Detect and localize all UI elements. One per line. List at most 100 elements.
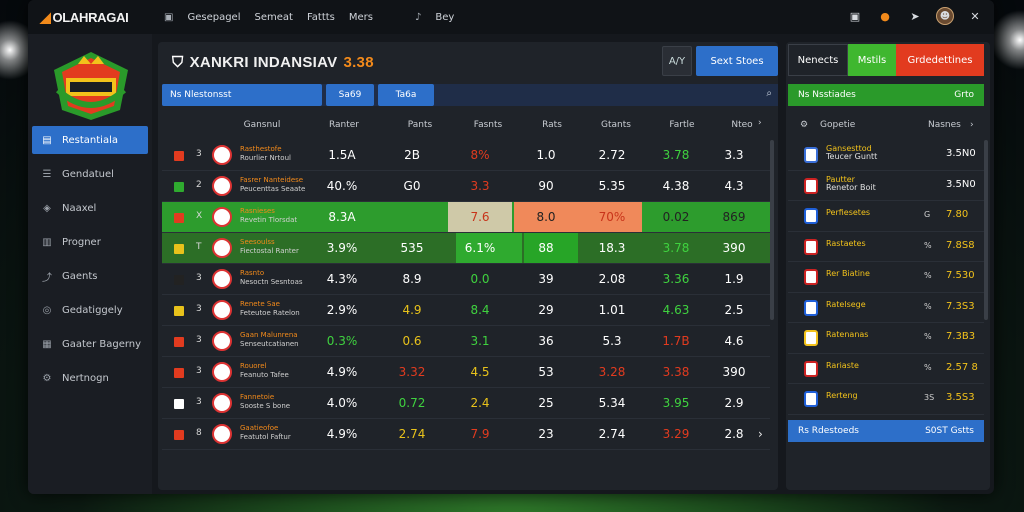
side-footer-bar[interactable]: Rs Rdestoeds S0ST Gstts: [788, 420, 984, 442]
chevron-right-icon[interactable]: ›: [758, 427, 763, 441]
app-logo[interactable]: ◢ OLAHRAGAI: [28, 9, 156, 26]
bell-icon[interactable]: ♪: [414, 11, 422, 23]
table-row[interactable]: 3 Gaan Malunrena Senseutcatianen 0.3% 0.6 3.1…: [162, 326, 770, 357]
odds-cell[interactable]: 3.32: [398, 365, 426, 379]
odds-cell[interactable]: 1.01: [598, 303, 626, 317]
odds-cell[interactable]: 2.08: [598, 272, 626, 286]
side-row[interactable]: Rastaetes % 7.8S8: [788, 232, 984, 262]
side-odds[interactable]: 3.5S3: [946, 392, 975, 403]
screen-icon[interactable]: ▣: [849, 9, 861, 23]
odds-cell[interactable]: 2.5: [724, 303, 744, 317]
sidebar-item-8[interactable]: ⚙ Nertnogn: [32, 364, 148, 392]
odds-cell[interactable]: 3.28: [598, 365, 626, 379]
odds-cell[interactable]: 0.6: [402, 334, 422, 348]
side-scrollbar[interactable]: [984, 140, 988, 320]
grid-icon[interactable]: ▣: [164, 11, 174, 23]
odds-cell[interactable]: 2.74: [398, 427, 426, 441]
odds-cell[interactable]: 3.1: [470, 334, 490, 348]
odds-cell[interactable]: 4.9%: [326, 427, 358, 441]
side-row[interactable]: Gansesttod Teucer Guntt 3.5N0: [788, 140, 984, 171]
side-odds[interactable]: 7.80: [946, 209, 969, 220]
odds-cell[interactable]: 3.3: [724, 148, 744, 162]
odds-cell[interactable]: 4.3: [724, 179, 744, 193]
odds-cell[interactable]: 2.8: [724, 427, 744, 441]
side-row[interactable]: Ratelsege % 7.3S3: [788, 293, 984, 323]
odds-cell[interactable]: 0.02: [662, 210, 690, 224]
column-header[interactable]: Rats: [542, 120, 562, 130]
column-header[interactable]: Fasnts: [473, 120, 503, 130]
odds-cell[interactable]: 3.3: [470, 179, 490, 193]
side-row[interactable]: Pautter Renetor Boit 3.5N0: [788, 171, 984, 201]
odds-cell[interactable]: 1.9: [724, 272, 744, 286]
side-row[interactable]: Rariaste % 2.57 8: [788, 354, 984, 384]
side-odds[interactable]: 3.5N0: [946, 148, 976, 159]
avatar[interactable]: ☻: [936, 7, 954, 25]
filter-chip[interactable]: Sa69: [326, 84, 374, 106]
odds-cell[interactable]: 7.6: [470, 210, 490, 224]
table-row[interactable]: 8 Gaatieofoe Featutol Faftur 4.9% 2.74 7.9 23 2…: [162, 419, 770, 450]
odds-cell[interactable]: 2.4: [470, 396, 490, 410]
odds-cell[interactable]: 4.5: [470, 365, 490, 379]
odds-cell[interactable]: 6.1%: [464, 241, 496, 255]
table-row[interactable]: X Rasnieses Revetin Tlorsdat 8.3A 7.6 8.0 70% 0…: [162, 202, 770, 233]
ball-icon[interactable]: ●: [880, 9, 890, 23]
odds-cell[interactable]: 8%: [470, 148, 490, 162]
column-header[interactable]: Fartle: [669, 120, 695, 130]
odds-cell[interactable]: 2.9: [724, 396, 744, 410]
side-odds[interactable]: 7.8S8: [946, 239, 975, 251]
odds-cell[interactable]: 3.29: [662, 427, 690, 441]
table-row[interactable]: 3 Fannetoie Sooste S bone 4.0% 0.72 2.4 25 5.34…: [162, 388, 770, 419]
sidebar-item-7[interactable]: ▦ Gaater Bagerny: [32, 330, 148, 358]
close-icon[interactable]: ✕: [970, 9, 980, 23]
side-filter-bar[interactable]: Ns Nsstiades Grto: [788, 84, 984, 106]
table-row[interactable]: 3 Rasnto Nesoctn Sesntoas 4.3% 8.9 0.0 39 2.08 3…: [162, 264, 770, 295]
odds-cell[interactable]: 25: [538, 396, 554, 410]
odds-cell[interactable]: 1.7B: [662, 334, 690, 348]
ay-button[interactable]: A/Y: [662, 46, 692, 76]
column-header[interactable]: Nteo: [731, 120, 753, 130]
side-odds[interactable]: 7.3B3: [946, 331, 976, 342]
table-row[interactable]: 3 Rasthestofe Rourlier Nrtoul 1.5A 2B 8% 1.0 2.…: [162, 140, 770, 171]
nav-item[interactable]: Fattts: [306, 11, 335, 23]
odds-cell[interactable]: 3.95: [662, 396, 690, 410]
scrollbar[interactable]: [770, 140, 774, 320]
odds-cell[interactable]: 90: [538, 179, 554, 193]
table-row[interactable]: 3 Rouorel Feanuto Tafee 4.9% 3.32 4.5 53 3.28 3.…: [162, 357, 770, 388]
odds-cell[interactable]: 53: [538, 365, 554, 379]
side-tab[interactable]: Mstils: [848, 44, 896, 76]
sidebar-item-2[interactable]: ☰ Gendatuel: [32, 160, 148, 188]
side-odds[interactable]: 7.3S3: [946, 300, 975, 312]
odds-cell[interactable]: 5.3: [602, 334, 622, 348]
odds-cell[interactable]: 0.0: [470, 272, 490, 286]
side-row[interactable]: Rerteng 3S 3.5S3: [788, 384, 984, 415]
odds-cell[interactable]: 23: [538, 427, 554, 441]
odds-cell[interactable]: 39: [538, 272, 554, 286]
side-odds[interactable]: 2.57 8: [946, 361, 978, 373]
odds-cell[interactable]: 4.9%: [326, 365, 358, 379]
odds-cell[interactable]: 0.72: [398, 396, 426, 410]
settings-icon[interactable]: ⚙: [800, 120, 809, 130]
side-tab[interactable]: Grdedettines: [896, 44, 984, 76]
column-header[interactable]: Gansnul: [243, 120, 281, 130]
odds-cell[interactable]: 2B: [404, 148, 420, 162]
sidebar-item-4[interactable]: ▥ Progner: [32, 228, 148, 256]
nav-item[interactable]: Mers: [348, 11, 373, 23]
odds-cell[interactable]: 36: [538, 334, 554, 348]
odds-cell[interactable]: 8.9: [402, 272, 422, 286]
table-row[interactable]: T Seesoulss Fiectostal Ranter 3.9% 535 6.1% 88…: [162, 233, 770, 264]
odds-cell[interactable]: 3.78: [662, 148, 690, 162]
odds-cell[interactable]: G0: [403, 179, 421, 193]
odds-cell[interactable]: 3.9%: [326, 241, 358, 255]
odds-cell[interactable]: 390: [722, 241, 746, 255]
odds-cell[interactable]: 3.38: [662, 365, 690, 379]
odds-cell[interactable]: 4.6: [724, 334, 744, 348]
odds-cell[interactable]: 4.0%: [326, 396, 358, 410]
side-odds[interactable]: 7.530: [946, 270, 975, 281]
odds-cell[interactable]: 1.5A: [328, 148, 356, 162]
nav-item[interactable]: Bey: [435, 11, 455, 23]
odds-cell[interactable]: 5.35: [598, 179, 626, 193]
column-header[interactable]: Pants: [407, 120, 433, 130]
odds-cell[interactable]: 88: [538, 241, 554, 255]
odds-cell[interactable]: 8.4: [470, 303, 490, 317]
odds-cell[interactable]: 2.74: [598, 427, 626, 441]
